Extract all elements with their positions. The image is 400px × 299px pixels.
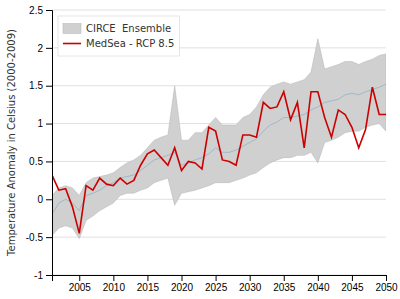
y-grid-line <box>52 237 386 238</box>
x-tick: 2035 <box>273 275 296 293</box>
x-tick: 2050 <box>375 275 398 293</box>
x-tick-label: 2025 <box>205 282 228 293</box>
y-axis-title: Temperature Anomaly in Celsius (2000-200… <box>6 29 17 257</box>
legend: CIRCE Ensemble MedSea - RCP 8.5 <box>58 16 179 56</box>
legend-swatch <box>63 24 81 34</box>
y-tick: 0.5 <box>29 156 52 167</box>
y-tick: 1.5 <box>29 80 52 91</box>
x-tick-mark <box>113 275 114 281</box>
y-tick: 0 <box>37 194 52 205</box>
y-tick-label: 0.5 <box>29 156 43 167</box>
y-grid-line <box>52 10 386 11</box>
x-tick-mark <box>250 275 251 281</box>
x-tick-label: 2020 <box>171 282 194 293</box>
legend-label: MedSea - RCP 8.5 <box>86 38 174 49</box>
y-tick: 1 <box>37 118 52 129</box>
x-tick: 2040 <box>307 275 330 293</box>
x-tick-mark <box>284 275 285 281</box>
y-axis-line <box>46 11 53 276</box>
y-tick-label: 1.5 <box>29 80 43 91</box>
y-tick-mark <box>46 275 52 276</box>
plot: 2005 2010 2015 2020 2025 2030 2035 2040 2045 2050… <box>26 5 398 293</box>
chart: 2005 2010 2015 2020 2025 2030 2035 2040 2045 2050… <box>0 0 400 299</box>
x-tick: 2020 <box>171 275 194 293</box>
legend-swatch <box>63 43 81 45</box>
y-tick-label: 0 <box>37 194 43 205</box>
x-tick: 2045 <box>341 275 364 293</box>
y-axis: -1 -0.5 0 0.5 1 1.5 2 2.5 <box>26 5 53 281</box>
x-tick-label: 2010 <box>103 282 126 293</box>
x-tick-label: 2035 <box>273 282 296 293</box>
y-tick-label: 2.5 <box>29 5 43 16</box>
y-tick-mark <box>46 161 52 162</box>
y-tick-mark <box>46 199 52 200</box>
x-tick-label: 2045 <box>341 282 364 293</box>
x-tick-mark <box>182 275 183 281</box>
x-axis-line <box>53 276 387 282</box>
y-tick: -0.5 <box>26 232 52 243</box>
x-tick-label: 2030 <box>239 282 262 293</box>
x-tick-label: 2015 <box>137 282 160 293</box>
line <box>52 87 386 233</box>
y-tick: -1 <box>34 270 52 281</box>
x-tick: 2005 <box>69 275 92 293</box>
y-tick-label: 1 <box>37 118 43 129</box>
legend-label: CIRCE Ensemble <box>86 23 171 34</box>
area-band <box>52 39 386 239</box>
y-tick-mark <box>46 10 52 11</box>
x-tick-label: 2040 <box>307 282 330 293</box>
y-tick-label: 2 <box>37 43 43 54</box>
x-tick-mark <box>147 275 148 281</box>
y-tick-label: -0.5 <box>26 232 44 243</box>
x-tick-mark <box>79 275 80 281</box>
x-tick-label: 2050 <box>375 282 398 293</box>
x-axis: 2005 2010 2015 2020 2025 2030 2035 2040 2045 2050 <box>53 275 399 293</box>
y-tick-mark <box>46 48 52 49</box>
x-tick-mark <box>386 275 387 281</box>
marks <box>52 39 386 239</box>
y-tick-mark <box>46 237 52 238</box>
x-tick-mark <box>318 275 319 281</box>
x-tick-label: 2005 <box>69 282 92 293</box>
grid <box>52 10 386 275</box>
x-tick: 2010 <box>103 275 126 293</box>
x-tick: 2030 <box>239 275 262 293</box>
y-tick: 2 <box>37 43 52 54</box>
x-tick-mark <box>352 275 353 281</box>
x-tick: 2015 <box>137 275 160 293</box>
legend-frame <box>58 16 179 56</box>
line <box>52 84 386 214</box>
x-tick-mark <box>216 275 217 281</box>
y-tick-mark <box>46 86 52 87</box>
x-tick: 2025 <box>205 275 228 293</box>
y-tick-mark <box>46 124 52 125</box>
y-tick-label: -1 <box>34 270 43 281</box>
y-tick: 2.5 <box>29 5 52 16</box>
